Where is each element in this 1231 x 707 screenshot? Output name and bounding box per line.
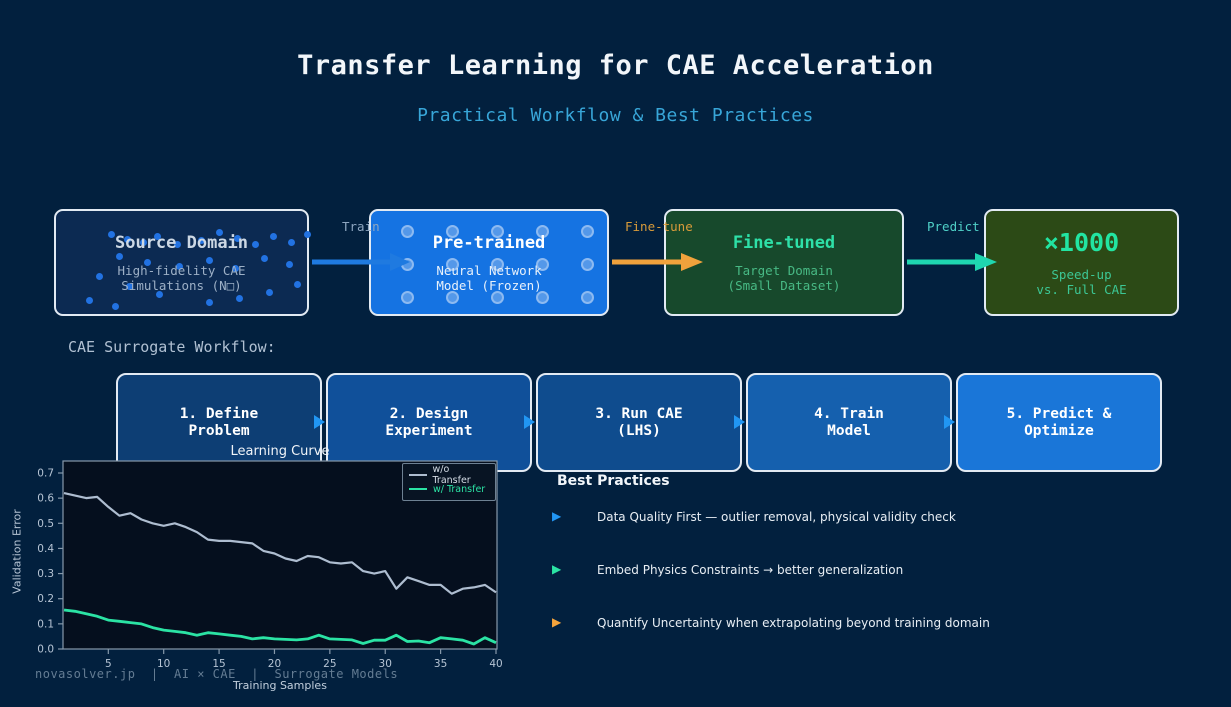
workflow-step-3: 3. Run CAE (LHS) (536, 373, 742, 472)
workflow-step-5: 5. Predict & Optimize (956, 373, 1162, 472)
triangle-bullet-icon: ▶ (552, 615, 562, 629)
svg-text:10: 10 (157, 658, 170, 670)
scatter-dots (56, 211, 311, 314)
line-swatch-icon (409, 488, 427, 490)
speedup-box: ×1000 Speed-up vs. Full CAE (984, 209, 1179, 316)
chart-title: Learning Curve (230, 444, 330, 459)
line-swatch-icon (409, 474, 427, 476)
predict-arrow-label: Predict (927, 219, 980, 234)
pretrained-title: Pre-trained (432, 232, 546, 253)
speedup-subtitle: Speed-up vs. Full CAE (1036, 267, 1127, 297)
chevron-right-icon (734, 415, 745, 429)
chevron-right-icon (314, 415, 325, 429)
source-domain-subtitle: High-fidelity CAE Simulations (N□) (117, 262, 246, 293)
finetuned-subtitle: Target Domain (Small Dataset) (727, 262, 841, 293)
svg-text:0.7: 0.7 (37, 468, 54, 480)
best-practices-heading: Best Practices (557, 473, 670, 489)
workflow-section-label: CAE Surrogate Workflow: (68, 338, 276, 356)
svg-text:0.2: 0.2 (37, 593, 54, 605)
svg-text:25: 25 (323, 658, 336, 670)
source-domain-box: Source Domain High-fidelity CAE Simulati… (54, 209, 311, 316)
svg-text:0.5: 0.5 (37, 518, 54, 530)
workflow-step-2: 2. Design Experiment (326, 373, 532, 472)
svg-text:40: 40 (489, 658, 502, 670)
page-title: Transfer Learning for CAE Acceleration (297, 50, 934, 81)
svg-text:20: 20 (268, 658, 281, 670)
legend-item-without-transfer: w/o Transfer (409, 464, 489, 486)
svg-text:0.3: 0.3 (37, 568, 54, 580)
svg-text:30: 30 (379, 658, 392, 670)
chevron-right-icon (524, 415, 535, 429)
footer-credit: novasolver.jp | AI × CAE | Surrogate Mod… (35, 667, 399, 681)
finetune-arrow-label: Fine-tune (625, 219, 693, 234)
svg-text:15: 15 (212, 658, 225, 670)
speedup-title: ×1000 (1043, 228, 1120, 257)
svg-text:0.1: 0.1 (37, 618, 54, 630)
svg-text:0.6: 0.6 (37, 493, 54, 505)
chart-legend: w/o Transfer w/ Transfer (402, 463, 496, 501)
y-axis-label: Validation Error (10, 509, 24, 594)
finetuned-title: Fine-tuned (732, 232, 836, 253)
source-domain-title: Source Domain (114, 232, 249, 253)
triangle-bullet-icon: ▶ (552, 562, 562, 576)
svg-text:35: 35 (434, 658, 447, 670)
workflow-step-4: 4. Train Model (746, 373, 952, 472)
train-arrow-label: Train (342, 219, 380, 234)
page-subtitle: Practical Workflow & Best Practices (417, 105, 814, 126)
triangle-bullet-icon: ▶ (552, 509, 562, 523)
legend-item-with-transfer: w/ Transfer (409, 482, 489, 496)
chevron-right-icon (944, 415, 955, 429)
pretrained-box: Pre-trained Neural Network Model (Frozen… (369, 209, 609, 316)
svg-text:5: 5 (105, 658, 112, 670)
pretrained-subtitle: Neural Network Model (Frozen) (436, 262, 542, 293)
svg-text:0.0: 0.0 (37, 644, 54, 656)
finetuned-box: Fine-tuned Target Domain (Small Dataset) (664, 209, 904, 316)
svg-text:0.4: 0.4 (37, 543, 54, 555)
x-axis-label: Training Samples (233, 679, 327, 692)
